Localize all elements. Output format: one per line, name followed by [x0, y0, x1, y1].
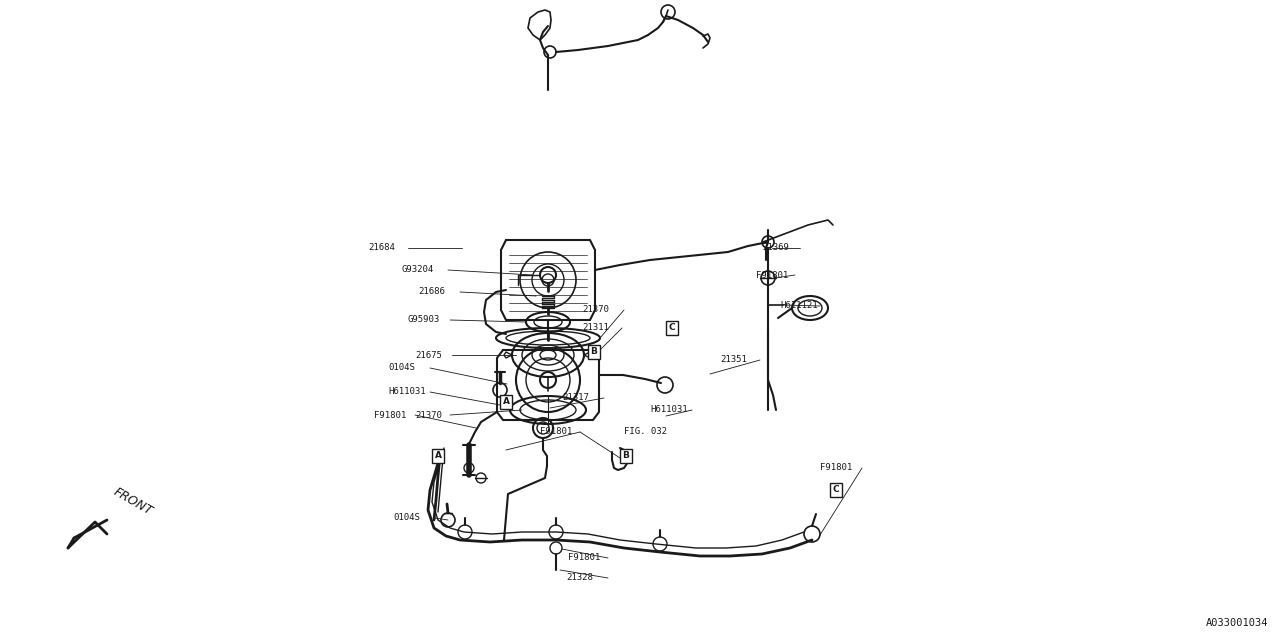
Text: F91801: F91801 — [568, 554, 600, 563]
Text: H611031: H611031 — [650, 406, 687, 415]
Text: 21328: 21328 — [566, 573, 593, 582]
Text: 21311: 21311 — [582, 323, 609, 333]
Text: 0104S: 0104S — [388, 364, 415, 372]
Text: H611031: H611031 — [388, 387, 426, 397]
Text: 21351: 21351 — [719, 355, 746, 365]
Text: H611121: H611121 — [780, 301, 818, 310]
Text: 21675: 21675 — [415, 351, 442, 360]
Text: 21684: 21684 — [369, 243, 394, 253]
Text: G95903: G95903 — [408, 316, 440, 324]
Text: F91801: F91801 — [756, 271, 788, 280]
Text: B: B — [622, 451, 630, 461]
Text: FRONT: FRONT — [111, 485, 155, 518]
Text: 21370: 21370 — [582, 305, 609, 314]
Text: C: C — [833, 486, 840, 495]
Text: F91801: F91801 — [540, 428, 572, 436]
Text: A: A — [503, 397, 509, 406]
Text: FIG. 032: FIG. 032 — [625, 428, 667, 436]
Text: F91801: F91801 — [374, 410, 406, 419]
Text: A: A — [434, 451, 442, 461]
Text: G93204: G93204 — [402, 266, 434, 275]
Text: 21369: 21369 — [762, 243, 788, 253]
Text: C: C — [668, 323, 676, 333]
Text: 21686: 21686 — [419, 287, 445, 296]
Text: 0104S: 0104S — [393, 513, 420, 522]
Text: 21317: 21317 — [562, 394, 589, 403]
Text: A033001034: A033001034 — [1206, 618, 1268, 628]
Text: 21370: 21370 — [415, 410, 442, 419]
Text: F91801: F91801 — [820, 463, 852, 472]
Text: B: B — [590, 348, 598, 356]
